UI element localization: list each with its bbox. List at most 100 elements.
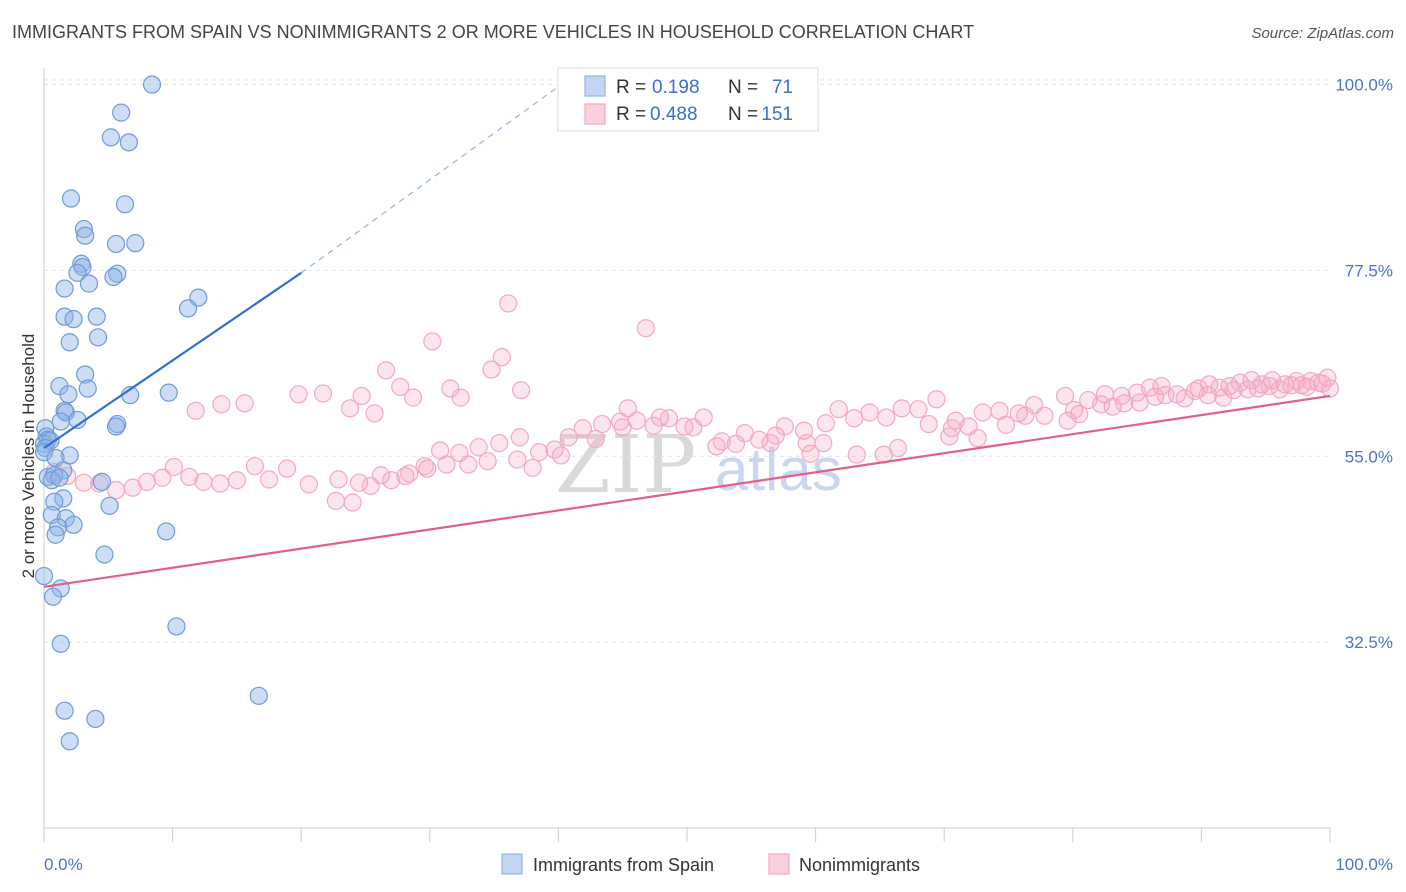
stats-r-value-1: 0.198 [652, 77, 700, 98]
legend-swatch-immigrants [501, 853, 523, 875]
point-immigrants-from-spain [46, 525, 65, 544]
point-nonimmigrants [1313, 374, 1332, 393]
point-immigrants-from-spain [49, 518, 68, 537]
point-nonimmigrants [659, 409, 679, 428]
point-immigrants-from-spain [61, 189, 81, 208]
point-nonimmigrants [1079, 390, 1098, 410]
point-nonimmigrants [245, 457, 265, 476]
point-immigrants-from-spain [126, 234, 145, 253]
point-nonimmigrants [106, 481, 126, 500]
point-nonimmigrants [299, 475, 319, 494]
point-nonimmigrants [675, 417, 694, 436]
point-nonimmigrants [644, 416, 663, 435]
point-nonimmigrants [186, 401, 205, 420]
point-immigrants-from-spain [73, 257, 92, 277]
point-nonimmigrants [451, 388, 470, 407]
point-nonimmigrants [1064, 400, 1084, 420]
watermark-zip: ZIP [555, 418, 696, 511]
point-nonimmigrants [551, 446, 571, 465]
point-nonimmigrants [990, 401, 1009, 420]
trend-line-nonimmigrants [43, 394, 1331, 588]
point-immigrants-from-spain [60, 732, 79, 751]
point-immigrants-from-spain [167, 617, 186, 636]
point-nonimmigrants [927, 390, 946, 409]
point-nonimmigrants [376, 361, 396, 380]
stats-n-label-2: N = [728, 104, 758, 125]
point-nonimmigrants [766, 426, 785, 445]
point-immigrants-from-spain [51, 412, 70, 431]
point-nonimmigrants [1252, 375, 1271, 394]
point-nonimmigrants [349, 473, 369, 492]
point-immigrants-from-spain [104, 267, 123, 287]
point-immigrants-from-spain [78, 379, 97, 398]
point-nonimmigrants [289, 385, 308, 404]
point-nonimmigrants [391, 377, 410, 396]
point-nonimmigrants [227, 471, 246, 490]
point-immigrants-from-spain [64, 515, 83, 534]
point-nonimmigrants [361, 476, 380, 496]
y-tick-label: 100.0% [1335, 76, 1393, 95]
point-nonimmigrants [423, 332, 442, 351]
point-nonimmigrants [845, 409, 864, 428]
series-legend: Immigrants from Spain Nonimmigrants [501, 853, 920, 875]
point-nonimmigrants [437, 455, 456, 474]
point-nonimmigrants [329, 470, 348, 489]
point-nonimmigrants [829, 400, 848, 419]
point-nonimmigrants [343, 493, 362, 512]
point-nonimmigrants [636, 319, 655, 338]
point-nonimmigrants [153, 468, 172, 487]
chart-source: Source: ZipAtlas.com [1251, 25, 1394, 42]
point-nonimmigrants [235, 394, 254, 413]
point-nonimmigrants [919, 414, 938, 434]
point-nonimmigrants [499, 294, 518, 313]
point-immigrants-from-spain [87, 307, 106, 326]
point-nonimmigrants [909, 400, 928, 419]
point-immigrants-from-spain [101, 128, 120, 147]
point-immigrants-from-spain [60, 333, 79, 352]
series-nonimmigrants [45, 294, 1340, 512]
point-nonimmigrants [586, 429, 605, 449]
stats-legend-swatch-blue [584, 75, 606, 97]
point-immigrants-from-spain [157, 522, 176, 541]
point-nonimmigrants [1152, 376, 1171, 396]
point-immigrants-from-spain [115, 195, 135, 214]
point-immigrants-from-spain [50, 468, 69, 487]
point-nonimmigrants [1025, 395, 1044, 415]
stats-n-label-1: N = [728, 77, 758, 98]
point-nonimmigrants [510, 428, 529, 447]
point-immigrants-from-spain [34, 443, 54, 462]
x-tick-label-min: 0.0% [44, 855, 83, 874]
point-nonimmigrants [313, 384, 333, 403]
point-nonimmigrants [259, 470, 279, 489]
point-nonimmigrants [382, 471, 401, 490]
point-nonimmigrants [1270, 380, 1289, 399]
x-axis-ticks [43, 828, 1331, 842]
point-immigrants-from-spain [59, 385, 78, 404]
point-nonimmigrants [860, 403, 879, 422]
point-nonimmigrants [892, 399, 911, 418]
point-nonimmigrants [712, 432, 731, 451]
point-nonimmigrants [959, 417, 978, 436]
point-nonimmigrants [194, 472, 213, 491]
point-nonimmigrants [847, 445, 866, 464]
point-immigrants-from-spain [74, 219, 93, 239]
point-nonimmigrants [816, 414, 835, 433]
point-nonimmigrants [877, 408, 896, 427]
point-immigrants-from-spain [88, 328, 108, 347]
point-nonimmigrants [478, 452, 497, 471]
point-immigrants-from-spain [79, 274, 99, 293]
point-nonimmigrants [1185, 381, 1205, 401]
stats-legend: R = 0.198 N = 71 R = 0.488 N = 151 [557, 67, 819, 132]
point-nonimmigrants [1318, 368, 1337, 387]
stats-r-label-1: R = [616, 77, 646, 98]
point-immigrants-from-spain [64, 310, 83, 329]
point-nonimmigrants [1058, 411, 1077, 430]
point-nonimmigrants [1214, 388, 1233, 407]
point-nonimmigrants [1167, 385, 1187, 404]
point-nonimmigrants [1095, 385, 1115, 404]
point-nonimmigrants [415, 457, 434, 476]
point-nonimmigrants [352, 386, 371, 406]
point-nonimmigrants [530, 443, 549, 462]
point-nonimmigrants [573, 419, 592, 438]
